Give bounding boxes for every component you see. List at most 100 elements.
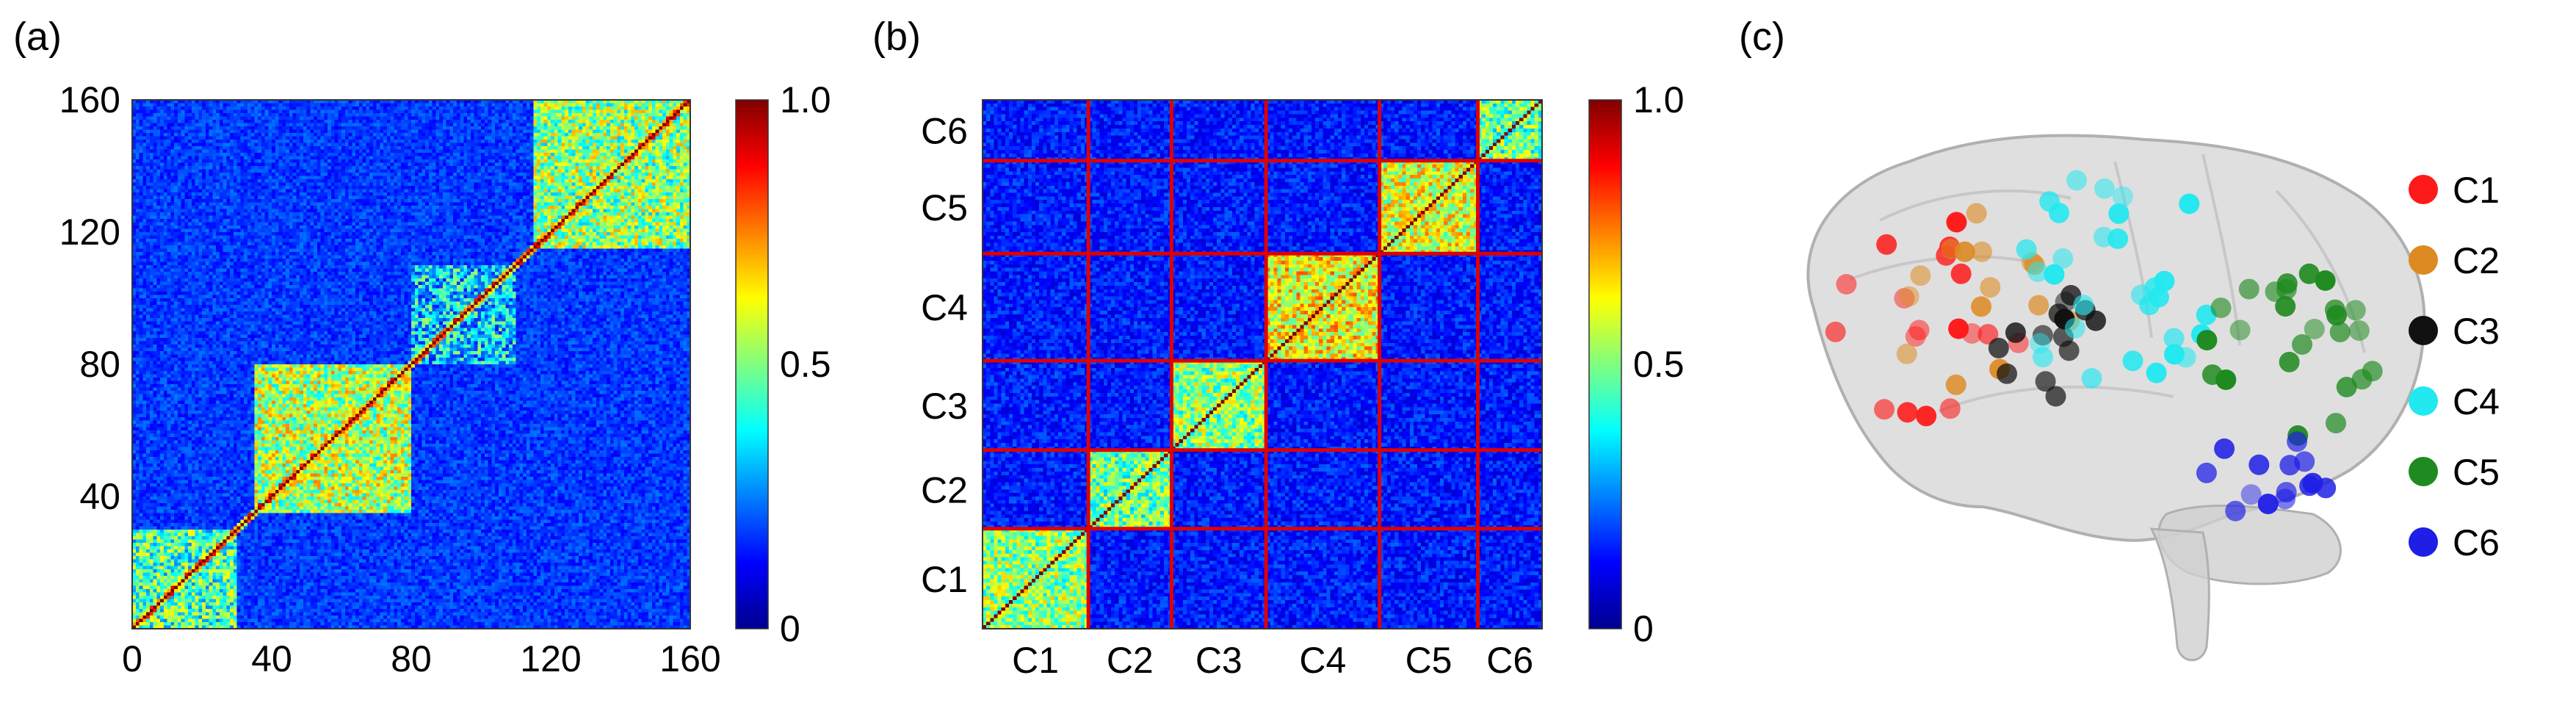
brain-node-c5 bbox=[2210, 297, 2232, 319]
legend-marker-c4 bbox=[2409, 386, 2438, 416]
x-tick-a: 40 bbox=[251, 638, 292, 679]
brain-node-c1 bbox=[1874, 399, 1895, 420]
brain-node-c5 bbox=[2279, 351, 2300, 372]
brain-node-c1 bbox=[1948, 318, 1969, 339]
heatmap-a bbox=[132, 100, 690, 629]
brain-node-c6 bbox=[2225, 500, 2246, 521]
brain-node-c3 bbox=[2005, 322, 2026, 343]
brain-node-c3 bbox=[2035, 371, 2056, 392]
brain-node-c4 bbox=[2049, 202, 2069, 223]
brain-node-c4 bbox=[2163, 328, 2185, 349]
y-cluster-tick-c4: C4 bbox=[921, 287, 968, 328]
colorbar-a: 0 0.5 1.0 bbox=[735, 79, 831, 649]
panel-c-label: (c) bbox=[1739, 15, 1785, 59]
panel-b: (b) C1 C1 C2 C2 C3 C3 C4 C4 C5 C5 C6 C6 0 0.5 1.0 bbox=[872, 15, 1685, 681]
brain-node-c5 bbox=[2276, 273, 2298, 295]
brain-node-c4 bbox=[2044, 264, 2065, 285]
x-tick-a: 120 bbox=[520, 638, 581, 679]
x-cluster-tick-c1: C1 bbox=[1012, 640, 1059, 681]
brain-node-c1 bbox=[1905, 326, 1926, 347]
brain-node-c6 bbox=[2257, 494, 2279, 515]
brain-node-c6 bbox=[2196, 462, 2217, 483]
cluster-dividers bbox=[983, 100, 1542, 629]
brain-node-c4 bbox=[2033, 347, 2053, 368]
heatmap-a-ticks: 0 40 80 120 160 40 80 120 160 bbox=[59, 79, 721, 679]
brain-node-c5 bbox=[2215, 369, 2237, 390]
y-tick-a: 120 bbox=[59, 212, 120, 253]
legend-label-c2: C2 bbox=[2453, 240, 2500, 281]
brain-node-c4 bbox=[2179, 193, 2200, 214]
panel-b-label: (b) bbox=[872, 15, 921, 59]
brain-node-c2 bbox=[1966, 203, 1987, 224]
brain-node-c5 bbox=[2229, 320, 2251, 341]
brain-node-c4 bbox=[2146, 362, 2167, 383]
brain-stem bbox=[2149, 527, 2210, 662]
x-tick-a: 80 bbox=[391, 638, 432, 679]
y-tick-a: 40 bbox=[79, 476, 120, 517]
x-tick-a: 160 bbox=[659, 638, 720, 679]
legend-label-c4: C4 bbox=[2453, 381, 2500, 422]
legend-marker-c5 bbox=[2409, 457, 2438, 486]
brain-cerebrum bbox=[1806, 134, 2426, 542]
brain-node-c4 bbox=[2144, 277, 2166, 298]
heatmap-a-frame bbox=[131, 99, 691, 629]
brain-node-c4 bbox=[2066, 170, 2087, 191]
cluster-legend: C1 C2 C3 C4 C5 C6 bbox=[2409, 170, 2500, 563]
brain-node-c6 bbox=[2276, 482, 2297, 503]
brain-surface bbox=[1806, 134, 2426, 662]
brain-node-c4 bbox=[2112, 186, 2133, 207]
brain-node-c6 bbox=[2294, 451, 2315, 472]
brain-node-c5 bbox=[2336, 377, 2357, 397]
colorbar-b-tick: 0.5 bbox=[1633, 344, 1685, 385]
brain-node-c3 bbox=[2048, 303, 2069, 325]
legend-label-c1: C1 bbox=[2453, 170, 2500, 211]
heatmap-b bbox=[983, 100, 1542, 629]
brain-node-c2 bbox=[1954, 241, 1975, 262]
brain-node-c6 bbox=[2214, 438, 2235, 459]
brain-node-c4 bbox=[2064, 317, 2085, 339]
y-cluster-tick-c5: C5 bbox=[921, 187, 968, 228]
colorbar-a-tick: 1.0 bbox=[780, 79, 831, 120]
legend-marker-c1 bbox=[2409, 175, 2438, 204]
brain-node-c6 bbox=[2287, 431, 2308, 452]
y-cluster-tick-c6: C6 bbox=[921, 110, 968, 151]
brain-node-c3 bbox=[1997, 363, 2017, 384]
panel-c: (c) C1 C2 C3 C4 C5 C6 bbox=[1739, 15, 2500, 662]
brain-node-c5 bbox=[2329, 322, 2351, 343]
panel-a-label: (a) bbox=[13, 15, 62, 59]
x-cluster-tick-c3: C3 bbox=[1195, 640, 1242, 681]
brain-node-c1 bbox=[1876, 234, 1897, 255]
brain-node-c1 bbox=[1836, 274, 1857, 295]
brain-node-c2 bbox=[1971, 241, 1992, 262]
brain-node-c4 bbox=[2108, 203, 2130, 224]
brain-node-c4 bbox=[2175, 347, 2196, 368]
brain-node-c4 bbox=[2108, 228, 2129, 249]
brain-node-c1 bbox=[1950, 263, 1972, 284]
brain-node-c1 bbox=[1909, 320, 1930, 341]
brain-node-c5 bbox=[2348, 320, 2370, 342]
brain-node-c4 bbox=[2030, 333, 2051, 354]
brain-node-c3 bbox=[1988, 337, 2009, 358]
brain-node-c5 bbox=[2292, 334, 2312, 355]
colorbar-b-tick: 0 bbox=[1633, 608, 1654, 649]
x-cluster-tick-c4: C4 bbox=[1299, 640, 1346, 681]
heatmap-b-frame bbox=[982, 99, 1543, 629]
brain-node-c5 bbox=[2304, 319, 2325, 339]
brain-node-c5 bbox=[2196, 330, 2218, 351]
colorbar-b-tick: 1.0 bbox=[1633, 79, 1685, 120]
brain-node-c4 bbox=[2016, 239, 2037, 260]
panel-a: (a) 0 40 80 120 160 40 80 120 160 0 0.5 1.0 bbox=[13, 15, 831, 679]
brain-node-c1 bbox=[1894, 288, 1915, 309]
x-cluster-tick-c6: C6 bbox=[1486, 640, 1533, 681]
brain-node-c6 bbox=[2240, 484, 2262, 505]
brain-node-c1 bbox=[1961, 323, 1983, 344]
brain-node-c2 bbox=[1971, 296, 1991, 317]
brain-nodes bbox=[1825, 170, 2383, 521]
brain-node-c5 bbox=[2238, 278, 2260, 300]
brain-node-c5 bbox=[2298, 263, 2320, 284]
brain-node-c2 bbox=[1980, 277, 2001, 298]
brain-node-c6 bbox=[2302, 472, 2323, 494]
y-tick-a: 160 bbox=[59, 79, 120, 120]
brain-node-c4 bbox=[2027, 261, 2049, 282]
brain-node-c5 bbox=[2326, 413, 2346, 434]
